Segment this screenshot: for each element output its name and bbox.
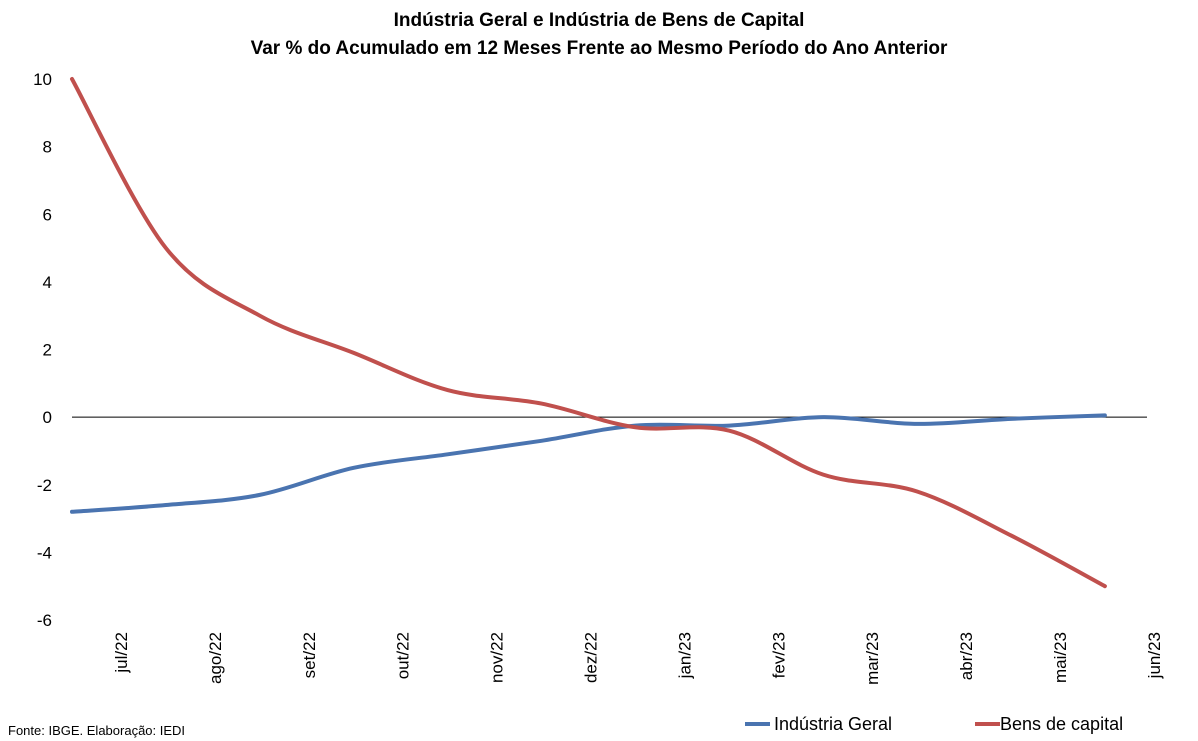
legend-label-bens-de-capital: Bens de capital	[1000, 714, 1123, 734]
x-tick-label: mar/23	[863, 632, 882, 685]
x-tick-label: jun/23	[1145, 632, 1164, 679]
x-tick-label: out/22	[394, 632, 413, 679]
y-tick-label: -2	[37, 476, 52, 495]
y-axis-tick-labels: 10 8 6 4 2 0 -2 -4 -6	[33, 70, 52, 630]
x-tick-label: jan/23	[675, 632, 694, 679]
y-tick-label: 2	[43, 341, 52, 360]
legend: Indústria Geral Bens de capital	[745, 714, 1123, 734]
x-tick-label: jul/22	[112, 632, 131, 674]
x-tick-label: abr/23	[957, 632, 976, 680]
y-tick-label: 10	[33, 70, 52, 89]
chart-subtitle: Var % do Acumulado em 12 Meses Frente ao…	[251, 38, 948, 59]
series-line-industria-geral	[70, 413, 1107, 514]
y-tick-label: 0	[43, 408, 52, 427]
y-tick-label: -6	[37, 611, 52, 630]
x-tick-label: set/22	[300, 632, 319, 678]
x-tick-label: ago/22	[206, 632, 225, 684]
x-tick-label: mai/23	[1051, 632, 1070, 683]
y-tick-label: 8	[43, 138, 52, 157]
y-tick-label: 4	[43, 273, 52, 292]
chart-title: Indústria Geral e Indústria de Bens de C…	[394, 10, 805, 31]
y-tick-label: 6	[43, 205, 52, 224]
x-tick-label: nov/22	[488, 632, 507, 683]
x-tick-label: dez/22	[582, 632, 601, 683]
series-lines	[70, 77, 1107, 589]
x-tick-label: fev/23	[769, 632, 788, 678]
x-axis-tick-labels: jul/22 ago/22 set/22 out/22 nov/22 dez/22 jan/…	[112, 632, 1164, 685]
legend-label-industria-geral: Indústria Geral	[774, 714, 892, 734]
series-line-bens-de-capital	[70, 77, 1107, 589]
source-note: Fonte: IBGE. Elaboração: IEDI	[8, 723, 185, 738]
y-tick-label: -4	[37, 543, 52, 562]
